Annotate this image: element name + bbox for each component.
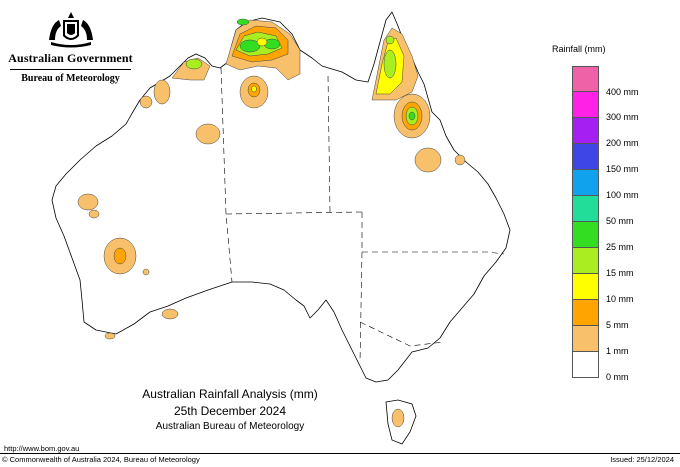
legend-label: 15 mm: [606, 268, 634, 278]
legend-swatch: 0 mm: [572, 352, 629, 382]
footer-rule: [0, 453, 680, 454]
state-borders: [220, 67, 505, 363]
legend-label: 400 mm: [606, 87, 639, 97]
rain-tasmania: [391, 408, 405, 428]
nsw-vic-border: [359, 321, 445, 347]
mainland-outline: [51, 11, 511, 383]
rainfall-legend: 400 mm 300 mm 200 mm 150 mm 100 mm 50 mm 25 mm…: [572, 66, 639, 382]
legend-swatch: 1 mm: [572, 326, 629, 356]
legend-label: 25 mm: [606, 242, 634, 252]
website-link[interactable]: http://www.bom.gov.au: [4, 444, 80, 453]
legend-label: 200 mm: [606, 138, 639, 148]
rain-kimberley-15mm: [185, 58, 203, 70]
legend-swatch: 200 mm: [572, 118, 639, 148]
rain-wa-south: [161, 308, 179, 320]
coat-of-arms-icon: [48, 12, 93, 48]
copyright-text: © Commonwealth of Australia 2024, Bureau…: [2, 455, 200, 464]
legend-label: 10 mm: [606, 294, 634, 304]
rain-wa-pilbara: [77, 193, 99, 211]
map-date: 25th December 2024: [173, 404, 287, 418]
rain-top-end-10mm: [256, 37, 268, 47]
rain-nt-interior-10mm: [251, 85, 257, 93]
rain-kimberley-c: [139, 95, 153, 109]
rain-tiwi: [236, 18, 250, 26]
legend-label: 5 mm: [606, 320, 629, 330]
legend-label: 300 mm: [606, 112, 639, 122]
sa-nsw-border: [359, 251, 363, 363]
logo-divider: [10, 69, 131, 70]
map-title-block: Australian Rainfall Analysis (mm) 25th D…: [130, 387, 330, 432]
bureau-name: Bureau of Meteorology: [21, 73, 120, 84]
legend-label: 100 mm: [606, 190, 639, 200]
legend-swatch: 5 mm: [572, 300, 629, 330]
rain-wa-southwest: [104, 332, 116, 340]
legend-swatch: 25 mm: [572, 222, 634, 252]
legend-swatch: 150 mm: [572, 144, 639, 174]
rain-qld-central: [414, 147, 442, 173]
legend-swatch: 10 mm: [572, 274, 634, 304]
legend-swatch: 300 mm: [572, 92, 639, 122]
rain-qld-coast: [454, 154, 466, 166]
rain-wa-pilbara-b: [88, 209, 100, 219]
government-logo: Australian Government Bureau of Meteorol…: [8, 10, 133, 100]
legend-label: 150 mm: [606, 164, 639, 174]
sa-qld-border: [361, 212, 505, 255]
rain-nq-25mm: [408, 111, 416, 121]
rain-kimberley-south: [195, 123, 221, 145]
rainfall-shading: [77, 18, 466, 428]
legend-swatch: 400 mm: [572, 66, 639, 97]
legend-title: Rainfall (mm): [552, 44, 606, 54]
issued-date: Issued: 25/12/2024: [610, 455, 674, 464]
legend-swatch: 50 mm: [572, 196, 634, 226]
nt-qld-border: [327, 75, 331, 213]
legend-label: 0 mm: [606, 372, 629, 382]
legend-label: 50 mm: [606, 216, 634, 226]
map-title: Australian Rainfall Analysis (mm): [142, 387, 318, 401]
rain-wa-central-5mm: [113, 247, 127, 265]
wa-border: [220, 67, 233, 283]
legend-label: 1 mm: [606, 346, 629, 356]
legend-swatch: 100 mm: [572, 170, 639, 200]
map-source: Australian Bureau of Meteorology: [155, 421, 305, 432]
nt-sa-border: [225, 211, 363, 215]
rain-kimberley-b: [153, 79, 171, 105]
legend-swatch: 15 mm: [572, 248, 634, 278]
rain-wa-east: [142, 268, 150, 276]
government-name: Australian Government: [8, 51, 133, 65]
rain-cape-york-tip: [385, 35, 395, 45]
rain-cape-york-15mm: [383, 49, 397, 79]
rain-top-end-25mm: [239, 39, 261, 53]
